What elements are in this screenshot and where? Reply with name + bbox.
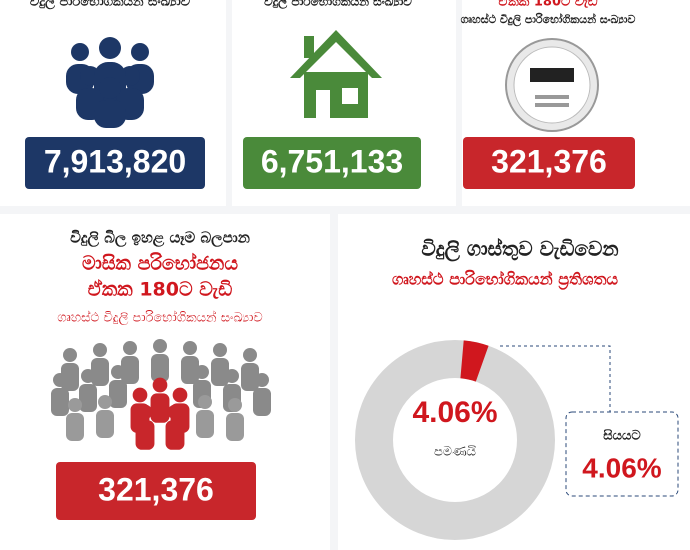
callout-box xyxy=(565,411,679,497)
person-head xyxy=(152,377,168,393)
panel-value: 321,376 xyxy=(98,471,214,507)
person-head xyxy=(167,404,183,420)
person-body xyxy=(66,413,84,441)
panel-line: ඒකක 180ට වැඩි xyxy=(88,279,233,301)
person-body xyxy=(241,363,259,391)
person-body xyxy=(121,356,139,384)
person-head xyxy=(255,373,269,387)
person-head xyxy=(213,343,227,357)
person-body xyxy=(181,356,199,384)
value-box xyxy=(463,137,635,189)
donut-segment xyxy=(460,340,489,382)
person-body xyxy=(79,384,97,412)
person-body xyxy=(51,388,69,416)
card-label: විදුලි පාරිභෝගිකයින් සංඛ්‍යාව xyxy=(264,0,412,11)
callout-value: 4.06% xyxy=(582,452,661,483)
person-head xyxy=(137,404,153,420)
people-icon xyxy=(66,37,154,128)
panel-line: ගෘහස්ථ විදුලි පාරිභෝගිකයන් සංඛ්‍යාව xyxy=(57,309,262,325)
card-value: 7,913,820 xyxy=(44,143,186,179)
person-head xyxy=(81,369,95,383)
house-icon xyxy=(290,30,382,118)
person-head xyxy=(225,369,239,383)
person-head xyxy=(68,398,82,412)
card-value: 321,376 xyxy=(491,143,607,179)
person-head xyxy=(63,348,77,362)
crowd-icon xyxy=(51,339,271,450)
value-box xyxy=(25,137,205,189)
callout-label: සියයට xyxy=(603,428,641,444)
person-head xyxy=(153,339,167,353)
center-note: පමණයි xyxy=(434,444,477,459)
card-value: 6,751,133 xyxy=(261,143,403,179)
person-body xyxy=(211,358,229,386)
person-body xyxy=(150,393,170,423)
person-body xyxy=(196,410,214,438)
person-body xyxy=(253,388,271,416)
person-body xyxy=(226,413,244,441)
person-head xyxy=(228,398,242,412)
person-head xyxy=(98,395,112,409)
person-body xyxy=(165,420,185,450)
value-box xyxy=(56,462,256,520)
donut xyxy=(355,340,555,540)
person-body xyxy=(109,380,127,408)
meter-icon xyxy=(505,38,599,132)
person-head xyxy=(195,365,209,379)
person-head xyxy=(183,341,197,355)
person-body xyxy=(135,420,155,450)
value-box xyxy=(243,137,421,189)
chart-title: විදුලි ගාස්තුව වැඩිවෙන xyxy=(421,236,618,262)
chart-subtitle: ගෘහස්ථ පාරිභෝගිකයන් ප්‍රතිශතය xyxy=(392,270,618,291)
center-value: 4.06% xyxy=(412,396,497,429)
card-label: ඒකක 180ට වැඩි xyxy=(499,0,598,10)
panel-line: මාසික පරිභෝජනය xyxy=(82,253,238,275)
person-head xyxy=(172,387,188,403)
person-body xyxy=(96,410,114,438)
person-head xyxy=(53,373,67,387)
panel-line: විදුලි බිල ඉහළ යෑම බලපාන xyxy=(70,229,250,248)
donut-ring xyxy=(355,340,555,540)
person-head xyxy=(198,395,212,409)
person-head xyxy=(93,343,107,357)
person-head xyxy=(123,341,137,355)
person-head xyxy=(111,365,125,379)
person-head xyxy=(132,387,148,403)
person-head xyxy=(243,348,257,362)
card-label: විදුලි පාරිභෝගිකයින් සංඛ්‍යාව xyxy=(30,0,191,11)
connector xyxy=(500,345,611,412)
card-sublabel: ගෘහස්ථ විදුලි පාරිභෝගිකයන් සංඛ්‍යාව xyxy=(461,12,636,28)
person-body xyxy=(151,354,169,382)
person-body xyxy=(91,358,109,386)
